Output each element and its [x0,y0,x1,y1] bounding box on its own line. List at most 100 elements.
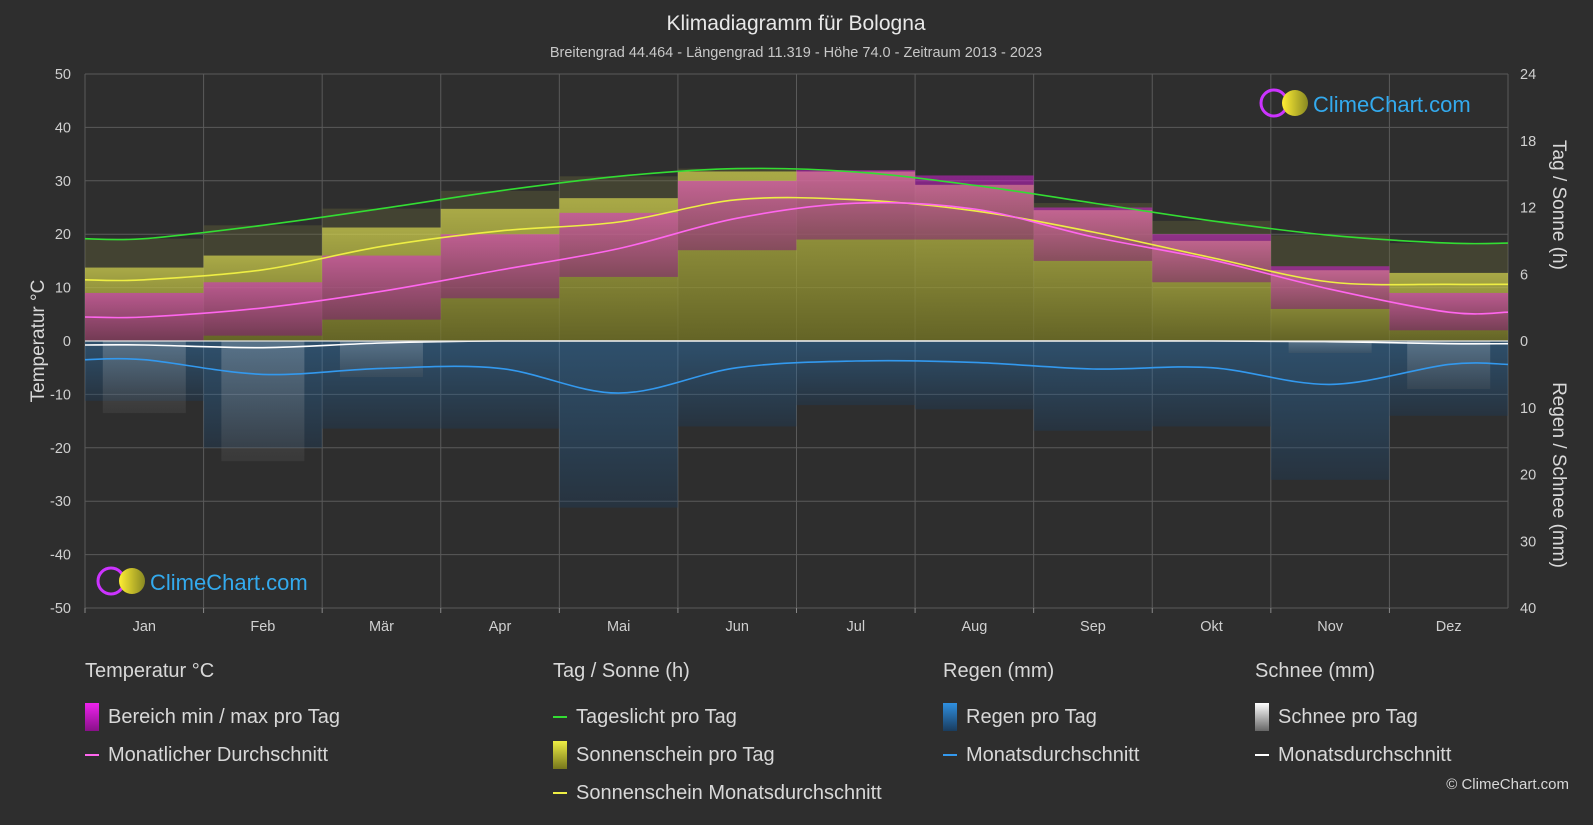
y-right-bottom-tick-label: 40 [1520,601,1536,617]
x-tick-label: Feb [250,619,275,635]
temp-range-bar [796,170,916,240]
legend-label: Sonnenschein pro Tag [576,743,775,766]
y-right-bottom-axis-label: Regen / Schnee (mm) [1548,382,1569,568]
y-right-bottom-tick-label: 20 [1520,468,1536,484]
legend-rain: Regen (mm) Regen pro Tag Monatsdurchschn… [943,660,1139,774]
y-left-tick-label: -10 [50,387,71,403]
snow-bar [102,341,186,414]
logo-sun-icon [119,568,145,594]
legend-temperature: Temperatur °C Bereich min / max pro Tag … [85,660,340,774]
x-tick-label: Mär [369,619,394,635]
legend-label: Bereich min / max pro Tag [108,705,340,728]
logo-sun-icon [1282,90,1308,116]
y-right-top-tick-label: 24 [1520,67,1536,83]
y-right-top-tick-label: 12 [1520,201,1536,217]
snow-bar [221,341,305,462]
y-left-axis-label: Temperatur °C [28,280,49,403]
temp-range-bar [203,282,323,336]
legend-item-sunshine: Sonnenschein pro Tag [553,736,882,774]
y-right-bottom-tick-label: 30 [1520,534,1536,550]
legend-label: Schnee pro Tag [1278,705,1418,728]
x-tick-label: Jan [133,619,156,635]
temp-avg-swatch-icon [85,754,99,756]
rain-avg-swatch-icon [943,754,957,756]
legend-item-snow-avg: Monatsdurchschnitt [1255,736,1451,774]
snow-swatch-icon [1255,703,1269,731]
legend-label: Monatsdurchschnitt [966,743,1140,766]
legend-item-sunshine-avg: Sonnenschein Monatsdurchschnitt [553,774,882,812]
y-right-top-tick-label: 18 [1520,134,1536,150]
y-left-tick-label: 10 [55,281,71,297]
rain-bar [796,341,916,406]
y-left-tick-label: -40 [50,548,71,564]
legend-label: Sonnenschein Monatsdurchschnitt [576,781,882,804]
legend-item-daylight: Tageslicht pro Tag [553,698,882,736]
x-tick-label: Sep [1080,619,1106,635]
chart-subtitle: Breitengrad 44.464 - Längengrad 11.319 -… [550,45,1042,61]
temp-range-bar [440,234,560,299]
logo-bottom: ClimeChart.com [96,566,308,596]
sunshine-avg-swatch-icon [553,792,567,794]
legend-rain-head: Regen (mm) [943,660,1055,682]
x-tick-label: Jun [726,619,749,635]
rain-bar [677,341,797,427]
logo-bottom-text: ClimeChart.com [150,570,308,595]
daylight-line [85,167,1508,245]
climate-chart: Klimadiagramm für Bologna Breitengrad 44… [28,12,1569,635]
rain-bar [1270,341,1390,480]
snow-bar [1288,341,1372,354]
series-lines [85,167,1508,394]
rain-bar [440,341,560,429]
legend-sun-head: Tag / Sonne (h) [553,660,690,682]
x-tick-label: Mai [607,619,630,635]
temp-avg-line [85,201,1508,319]
legend-snow: Schnee (mm) Schnee pro Tag Monatsdurchsc… [1255,660,1451,774]
temp-range-bar [559,212,678,277]
legend-sun: Tag / Sonne (h) Tageslicht pro Tag Sonne… [553,660,882,812]
rain-swatch-icon [943,703,957,731]
rain-avg-line [85,357,1508,394]
temp-range-bar [1033,207,1153,261]
x-tick-label: Aug [961,619,987,635]
temp-range-bar [322,255,441,320]
sunshine-avg-line [85,196,1508,286]
legend-item-temp-avg: Monatlicher Durchschnitt [85,736,340,774]
range-swatch-icon [85,703,99,731]
y-left-tick-label: 50 [55,67,71,83]
snow-avg-swatch-icon [1255,754,1269,756]
y-left-tick-label: -50 [50,601,71,617]
y-left-tick-label: -30 [50,494,71,510]
chart-title: Klimadiagramm für Bologna [666,12,925,35]
legend-label: Regen pro Tag [966,705,1097,728]
x-tick-label: Jul [847,619,866,635]
rain-bar [915,341,1034,410]
logo-top-text: ClimeChart.com [1313,92,1471,117]
sunshine-swatch-icon [553,741,567,769]
x-tick-label: Dez [1436,619,1462,635]
rain-bar [1152,341,1271,427]
temp-range-bar [677,180,797,251]
y-left-tick-label: 20 [55,227,71,243]
x-tick-label: Okt [1200,619,1223,635]
legend-item-snow: Schnee pro Tag [1255,698,1451,736]
y-left-tick-label: -20 [50,441,71,457]
data-marks [85,168,1508,508]
copyright: © ClimeChart.com [1446,776,1569,793]
rain-bar [1033,341,1153,431]
temp-range-bar [1270,266,1390,309]
y-right-top-tick-label: 0 [1520,334,1528,350]
legend-label: Monatlicher Durchschnitt [108,743,329,766]
legend-temperature-head: Temperatur °C [85,660,215,682]
legend-item-rain: Regen pro Tag [943,698,1139,736]
temp-range-bar [915,175,1034,240]
y-left-tick-label: 30 [55,174,71,190]
x-tick-label: Apr [489,619,512,635]
legend-item-rain-avg: Monatsdurchschnitt [943,736,1139,774]
daylight-swatch-icon [553,716,567,718]
legend-snow-head: Schnee (mm) [1255,660,1376,682]
legend: Temperatur °C Bereich min / max pro Tag … [0,660,1593,820]
rain-bar [559,341,678,508]
y-left-tick-label: 40 [55,120,71,136]
x-tick-label: Nov [1317,619,1344,635]
legend-item-range: Bereich min / max pro Tag [85,698,340,736]
